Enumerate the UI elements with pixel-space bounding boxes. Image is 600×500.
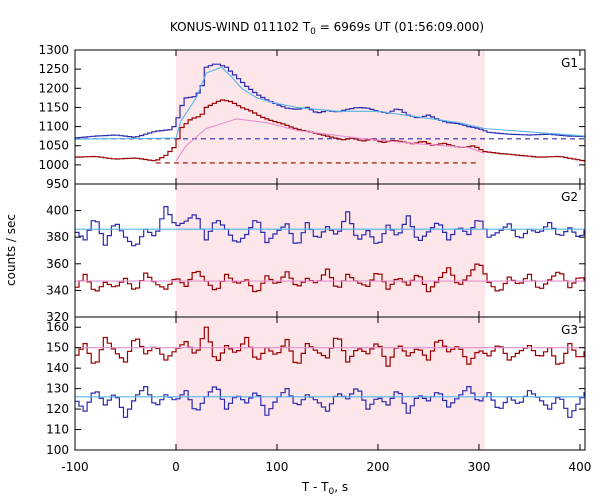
y-tick-label: 1100: [38, 120, 69, 134]
y-tick-label: 1000: [38, 158, 69, 172]
y-axis-label: counts / sec: [4, 214, 18, 286]
y-tick-label: 100: [46, 443, 69, 457]
y-tick-label: 110: [46, 423, 69, 437]
x-tick-label: 100: [266, 460, 289, 474]
y-tick-label: 130: [46, 382, 69, 396]
y-tick-label: 1250: [38, 62, 69, 76]
y-tick-label: 160: [46, 320, 69, 334]
panel-label: G3: [561, 323, 578, 337]
xlabel-main: T - T: [301, 480, 329, 494]
series-blue-g3: [75, 386, 585, 418]
shaded-interval: [175, 184, 486, 317]
chart-title: KONUS-WIND 011102 T0 = 6969s UT (01:56:0…: [170, 20, 484, 37]
y-tick-label: 380: [46, 230, 69, 244]
y-tick-label: 120: [46, 402, 69, 416]
shaded-interval: [175, 50, 486, 184]
x-tick-label: -100: [61, 460, 88, 474]
panel-label: G1: [561, 56, 578, 70]
x-axis-label: T - T0, s: [301, 480, 348, 497]
series-blue-g2: [75, 206, 585, 247]
fit-fit_pink-g1: [175, 118, 485, 162]
y-tick-label: 1300: [38, 43, 69, 57]
y-tick-label: 1050: [38, 139, 69, 153]
title-rest: = 6969s UT (01:56:09.000): [316, 20, 484, 34]
x-tick-label: 400: [568, 460, 591, 474]
y-tick-label: 140: [46, 361, 69, 375]
series-red-g2: [75, 263, 585, 293]
xlabel-subscript: 0: [329, 487, 335, 497]
x-tick-label: 0: [172, 460, 180, 474]
panel-g2: 320 340 360 380 400 G2: [46, 183, 586, 324]
series-red-g1: [75, 99, 585, 162]
y-tick-label: 340: [46, 283, 69, 297]
panel-label: G2: [561, 190, 578, 204]
y-tick-label: 320: [46, 310, 69, 324]
panel-frame: [74, 316, 586, 451]
y-tick-label: 1200: [38, 81, 69, 95]
fit-fit_blue-g1: [74, 66, 586, 140]
x-tick-label: 300: [468, 460, 491, 474]
y-tick-label: 950: [46, 177, 69, 191]
y-tick-label: 360: [46, 257, 69, 271]
x-tick-label: 200: [367, 460, 390, 474]
panels: 9501000105011001150120012501300G13203403…: [38, 43, 591, 474]
xlabel-rest: , s: [334, 480, 348, 494]
y-tick-label: 1150: [38, 100, 69, 114]
y-tick-label: 400: [46, 204, 69, 218]
panel-g3: 100 110 120 130 140 150 160 G3: [46, 316, 586, 457]
y-tick-label: 150: [46, 341, 69, 355]
title-main: KONUS-WIND 011102 T: [170, 20, 311, 34]
panel-g1: 950 1000 1050 1100 1150 1200 1250 1300 G1: [38, 43, 586, 191]
shaded-interval: [175, 317, 486, 450]
title-subscript: 0: [310, 27, 316, 37]
